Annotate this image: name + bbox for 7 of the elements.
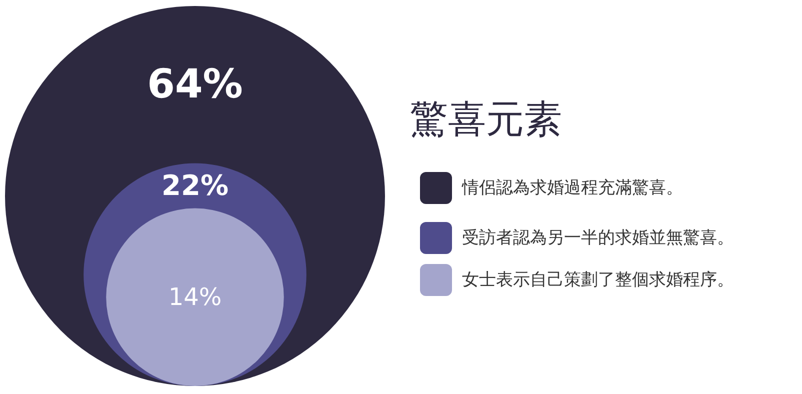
category-label: 女士表示自己策劃了整個求婚程序。: [462, 270, 734, 290]
data-label: 64%: [147, 62, 243, 108]
category-label: 受訪者認為另一半的求婚並無驚喜。: [462, 228, 734, 248]
data-label: 22%: [161, 169, 229, 202]
text: 驚喜元素: [410, 97, 562, 141]
category-label: 情侶認為求婚過程充滿驚喜。: [461, 178, 683, 198]
data-label: 14%: [168, 283, 222, 312]
